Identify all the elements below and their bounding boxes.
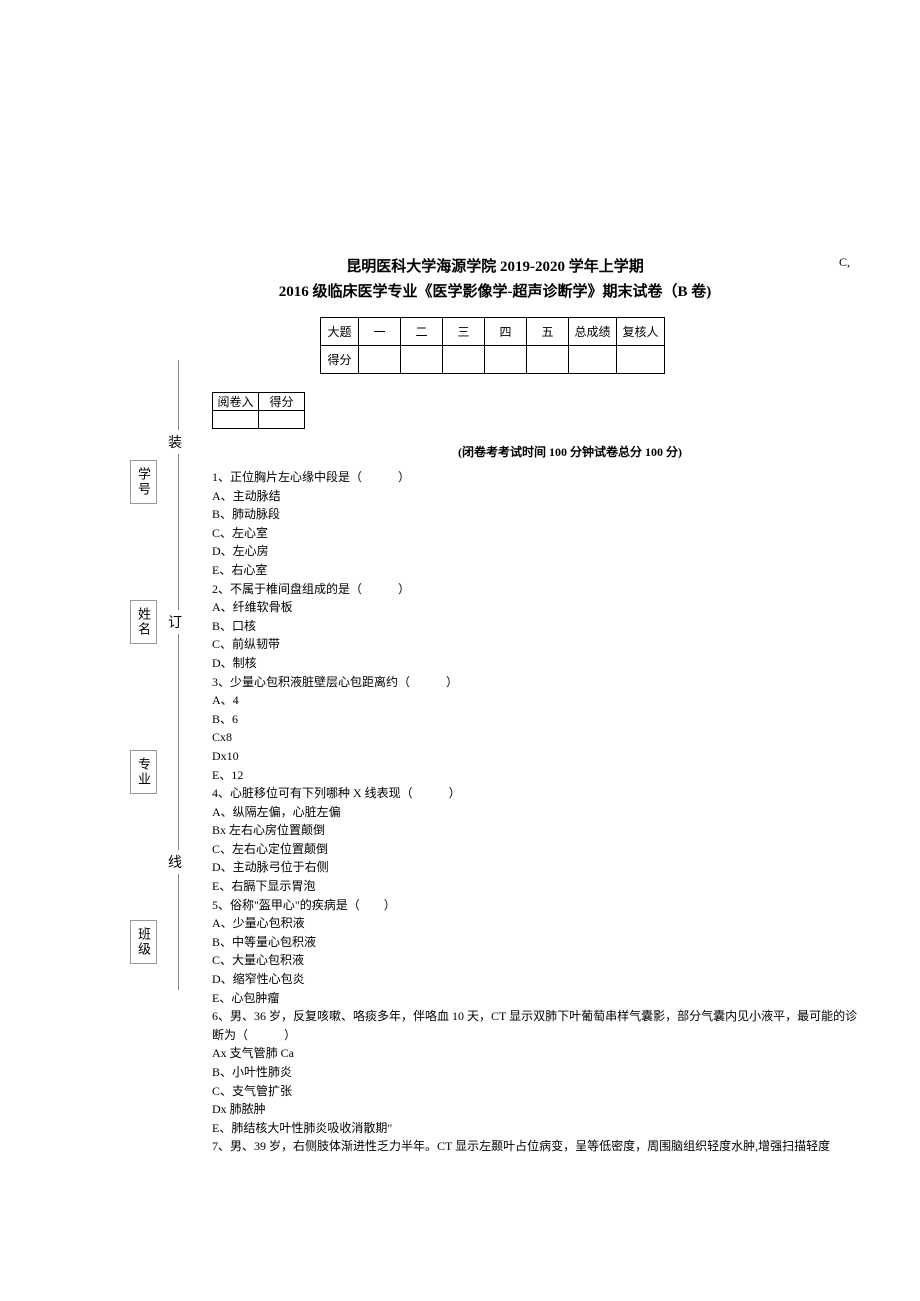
question-line: A、少量心包积液 [212, 914, 860, 933]
question-line: E、肺结核大叶性肺炎吸收消散期" [212, 1119, 860, 1138]
score-header-cell: 一 [359, 318, 401, 346]
score-cell [527, 346, 569, 374]
score-cell [443, 346, 485, 374]
binding-char: 装 [168, 430, 182, 454]
question-line: 6、男、36 岁，反复咳嗽、咯痰多年，伴咯血 10 天，CT 显示双肺下叶葡萄串… [212, 1007, 860, 1044]
grader-cell [213, 411, 259, 429]
binding-char: 线 [168, 850, 182, 874]
score-header-cell: 复核人 [617, 318, 665, 346]
question-line: Dx 肺脓肿 [212, 1100, 860, 1119]
question-line: 3、少量心包积液脏壁层心包距离约（ ） [212, 673, 860, 692]
question-line: C、左右心定位置颠倒 [212, 840, 860, 859]
question-line: D、主动脉弓位于右侧 [212, 858, 860, 877]
question-line: C、前纵韧带 [212, 635, 860, 654]
question-line: 7、男、39 岁，右侧肢体渐进性乏力半年。CT 显示左颞叶占位病变，呈等低密度，… [212, 1137, 860, 1156]
question-line: B、肺动脉段 [212, 505, 860, 524]
question-line: E、右心室 [212, 561, 860, 580]
score-cell [359, 346, 401, 374]
question-line: Bx 左右心房位置颠倒 [212, 821, 860, 840]
title-block: 昆明医科大学海源学院 2019-2020 学年上学期 2016 级临床医学专业《… [130, 255, 860, 301]
score-cell [401, 346, 443, 374]
grader-header-cell: 阅卷入 [213, 393, 259, 411]
question-line: D、缩窄性心包炎 [212, 970, 860, 989]
question-line: B、口核 [212, 617, 860, 636]
grader-value-row [213, 411, 305, 429]
questions-block: 1、正位胸片左心缘中段是（ ）A、主动脉结B、肺动脉段C、左心室D、左心房E、右… [212, 468, 860, 1156]
score-cell [569, 346, 617, 374]
question-line: 5、俗称"盔甲心"的疾病是（ ） [212, 896, 860, 915]
side-label-name: 姓名 [130, 600, 157, 644]
question-line: 4、心脏移位可有下列哪种 X 线表现（ ） [212, 784, 860, 803]
score-value-row: 得分 [321, 346, 665, 374]
score-header-cell: 大题 [321, 318, 359, 346]
score-row-label: 得分 [321, 346, 359, 374]
question-line: C、左心室 [212, 524, 860, 543]
question-line: A、4 [212, 691, 860, 710]
score-header-cell: 四 [485, 318, 527, 346]
grader-table: 阅卷入 得分 [212, 392, 305, 429]
score-header-cell: 二 [401, 318, 443, 346]
side-label-student-id: 学号 [130, 460, 157, 504]
title-line-2: 2016 级临床医学专业《医学影像学-超声诊断学》期末试卷（B 卷) [130, 280, 860, 301]
exam-info: (闭卷考考试时间 100 分钟试卷总分 100 分) [280, 443, 860, 460]
question-line: B、6 [212, 710, 860, 729]
score-cell [485, 346, 527, 374]
grader-header-row: 阅卷入 得分 [213, 393, 305, 411]
binding-line [178, 360, 179, 990]
question-line: Ax 支气管肺 Ca [212, 1044, 860, 1063]
grader-cell [259, 411, 305, 429]
side-label-class: 班级 [130, 920, 157, 964]
score-header-row: 大题 一 二 三 四 五 总成绩 复核人 [321, 318, 665, 346]
binding-area: 装 订 线 学号 姓名 专业 班级 [128, 360, 218, 990]
question-line: A、纤维软骨板 [212, 598, 860, 617]
question-line: C、支气管扩张 [212, 1082, 860, 1101]
binding-char: 订 [168, 610, 182, 634]
question-line: 2、不属于椎间盘组成的是（ ） [212, 580, 860, 599]
score-header-cell: 五 [527, 318, 569, 346]
score-table: 大题 一 二 三 四 五 总成绩 复核人 得分 [320, 317, 665, 374]
score-header-cell: 总成绩 [569, 318, 617, 346]
question-line: D、左心房 [212, 542, 860, 561]
grader-header-cell: 得分 [259, 393, 305, 411]
question-line: A、纵隔左偏，心脏左偏 [212, 803, 860, 822]
question-line: E、12 [212, 766, 860, 785]
question-line: B、中等量心包积液 [212, 933, 860, 952]
marginal-note: C, [839, 255, 850, 270]
question-line: Dx10 [212, 747, 860, 766]
score-cell [617, 346, 665, 374]
question-line: Cx8 [212, 728, 860, 747]
score-header-cell: 三 [443, 318, 485, 346]
question-line: 1、正位胸片左心缘中段是（ ） [212, 468, 860, 487]
question-line: C、大量心包积液 [212, 951, 860, 970]
question-line: B、小叶性肺炎 [212, 1063, 860, 1082]
question-line: A、主动脉结 [212, 487, 860, 506]
question-line: E、右膈下显示胃泡 [212, 877, 860, 896]
question-line: D、制核 [212, 654, 860, 673]
title-line-1: 昆明医科大学海源学院 2019-2020 学年上学期 [130, 255, 860, 276]
side-label-major: 专业 [130, 750, 157, 794]
question-line: E、心包肿瘤 [212, 989, 860, 1008]
